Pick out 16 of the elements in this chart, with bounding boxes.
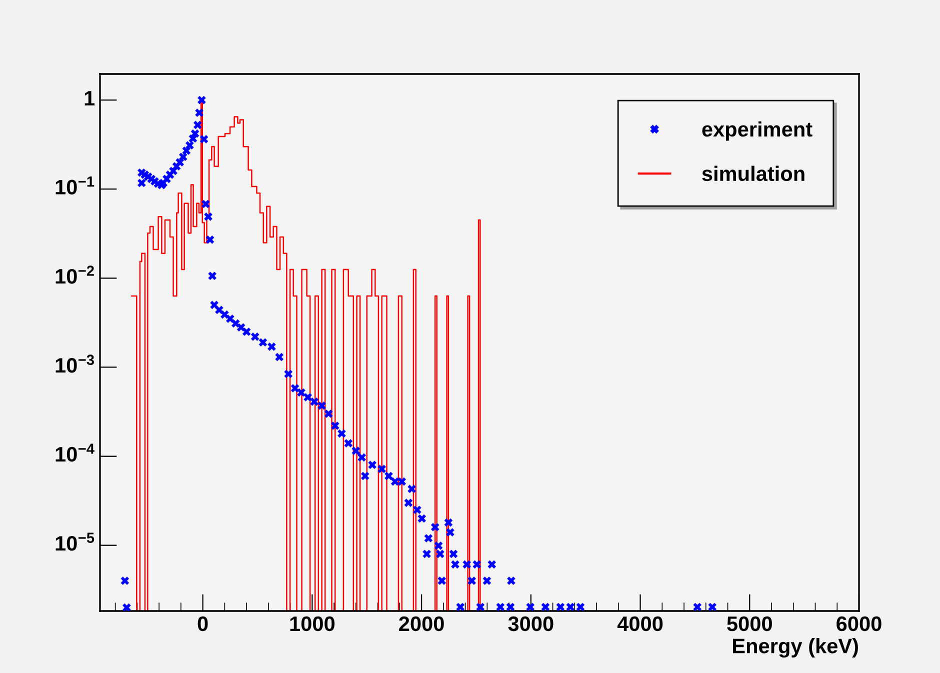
- x-tick-label: 2000: [399, 616, 444, 632]
- y-tick-label: 10$^{−4}$: [56, 444, 94, 462]
- x-tick-label: 1000: [290, 616, 334, 632]
- y-tick-label: 1: [84, 91, 95, 106]
- x-tick-label: 5000: [727, 616, 772, 632]
- x-tick-label: 3000: [508, 616, 554, 632]
- x-tick-label: 0: [198, 616, 208, 632]
- y-tick-label: 10$^{−5}$: [56, 532, 94, 551]
- legend-label: simulation: [702, 166, 804, 182]
- y-tick-label: 10$^{−2}$: [56, 266, 94, 284]
- x-axis-title: Energy (keV): [733, 638, 858, 658]
- legend-label: experiment: [702, 121, 812, 141]
- x-tick-label: 4000: [617, 616, 663, 632]
- x-tick-label: 6000: [836, 616, 882, 632]
- y-tick-label: 10$^{−3}$: [56, 354, 94, 373]
- y-tick-label: 10$^{−1}$: [56, 176, 94, 194]
